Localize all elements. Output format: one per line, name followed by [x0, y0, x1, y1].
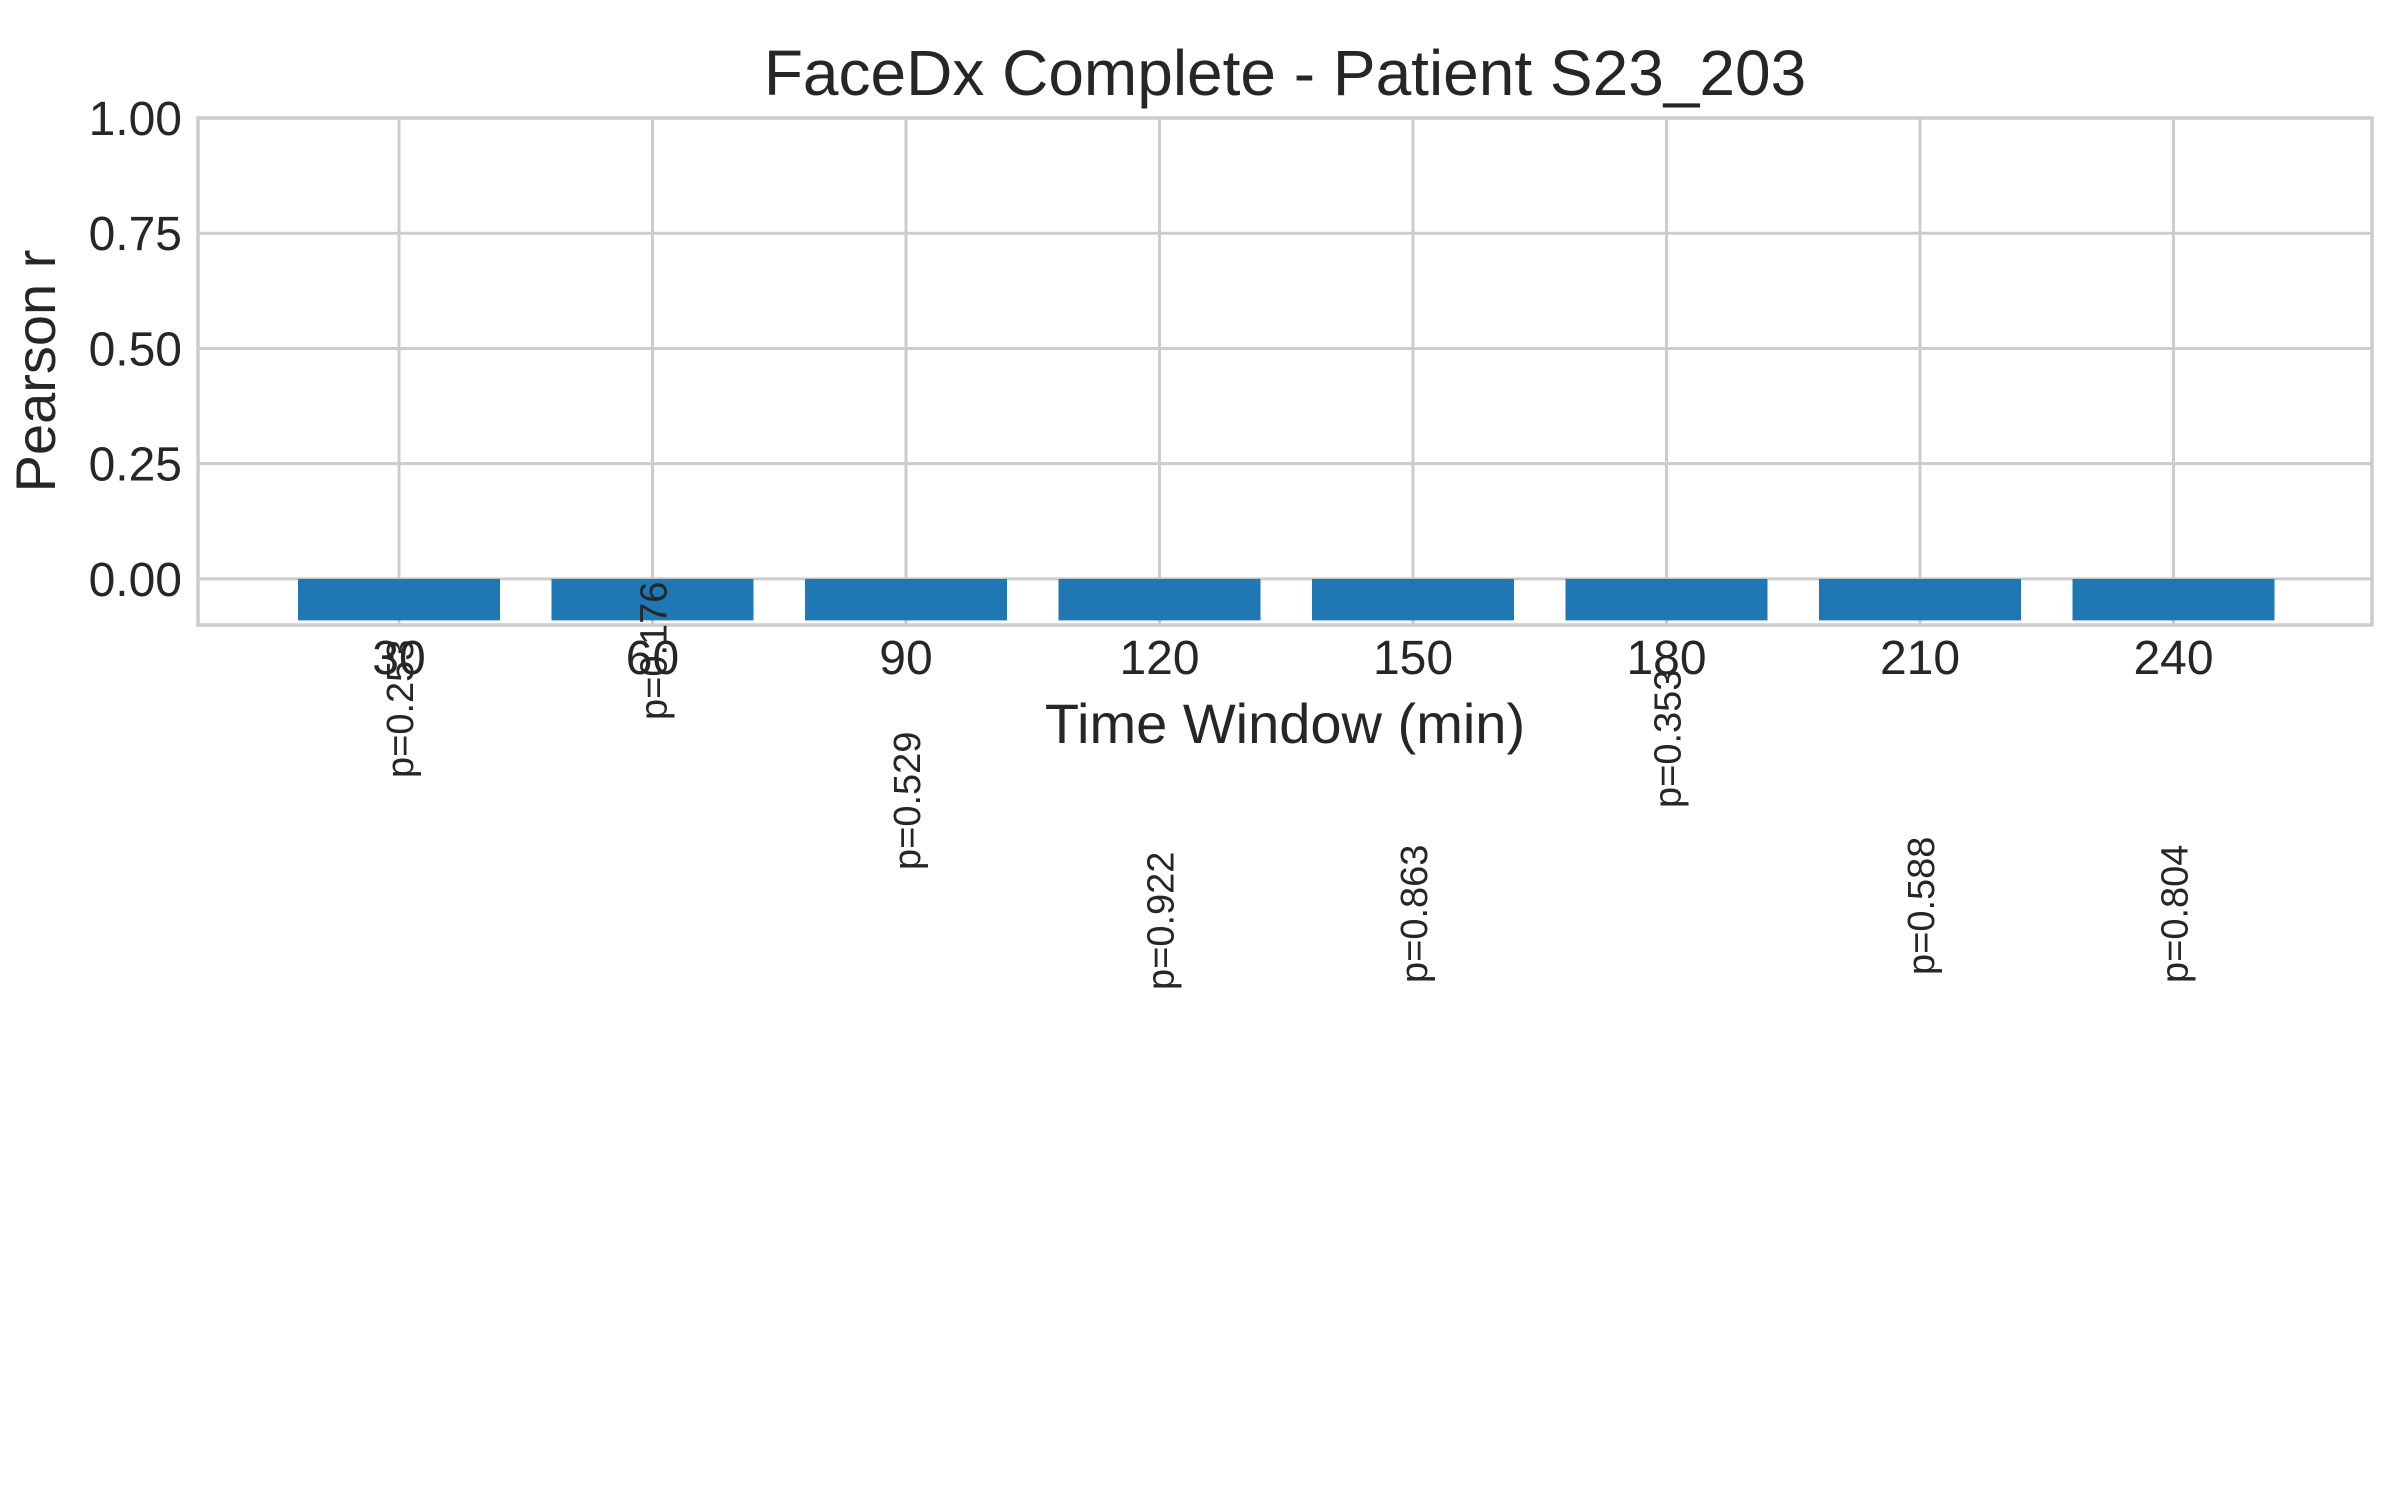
x-tick-label: 90 [879, 632, 932, 685]
x-tick-label: 180 [1626, 632, 1706, 685]
p-value-annotation: p=0.922 [1141, 852, 1183, 990]
p-value-annotation: p=0.353 [1648, 670, 1690, 808]
plot-frame [196, 116, 2374, 627]
x-tick-label: 210 [1880, 632, 1960, 685]
x-tick-label: 60 [626, 632, 679, 685]
bars-layer [298, 578, 2275, 621]
bar [551, 578, 754, 621]
p-value-annotation: p=0.176 [634, 582, 676, 720]
grid-layer [198, 116, 2372, 625]
p-value-annotation: p=0.253 [380, 640, 422, 778]
bar [1058, 578, 1261, 621]
p-value-annotation: p=0.529 [887, 732, 929, 870]
x-tick-label: 150 [1373, 632, 1453, 685]
bar [298, 578, 500, 621]
chart-title: FaceDx Complete - Patient S23_203 [764, 37, 1806, 109]
annotations: p=0.253 p=0.176 p=0.529 p=0.922 p=0.863 p=0.3… [380, 582, 2197, 990]
x-tick-label: 240 [2133, 632, 2213, 685]
y-tick-label: 0.25 [89, 439, 182, 492]
p-value-annotation: p=0.804 [2155, 845, 2197, 983]
y-tick-label: 0.75 [89, 208, 182, 261]
y-tick-label: 0.50 [89, 323, 182, 376]
x-tick-label: 30 [372, 632, 425, 685]
p-value-annotation: p=0.863 [1394, 845, 1436, 983]
bar [1565, 578, 1768, 621]
bar [1819, 578, 2021, 621]
bar [1312, 578, 1514, 621]
x-axis-label: Time Window (min) [1045, 692, 1525, 755]
x-ticks: 30 60 90 120 150 180 210 240 [372, 632, 2213, 685]
y-ticks: 0.00 0.25 0.50 0.75 1.00 [89, 93, 182, 607]
y-tick-label: 0.00 [89, 554, 182, 607]
p-value-annotation: p=0.588 [1901, 837, 1943, 975]
bar [805, 578, 1007, 621]
y-tick-label: 1.00 [89, 93, 182, 146]
y-axis-label: Pearson r [4, 250, 67, 493]
bar [2072, 578, 2275, 621]
x-tick-label: 120 [1119, 632, 1199, 685]
